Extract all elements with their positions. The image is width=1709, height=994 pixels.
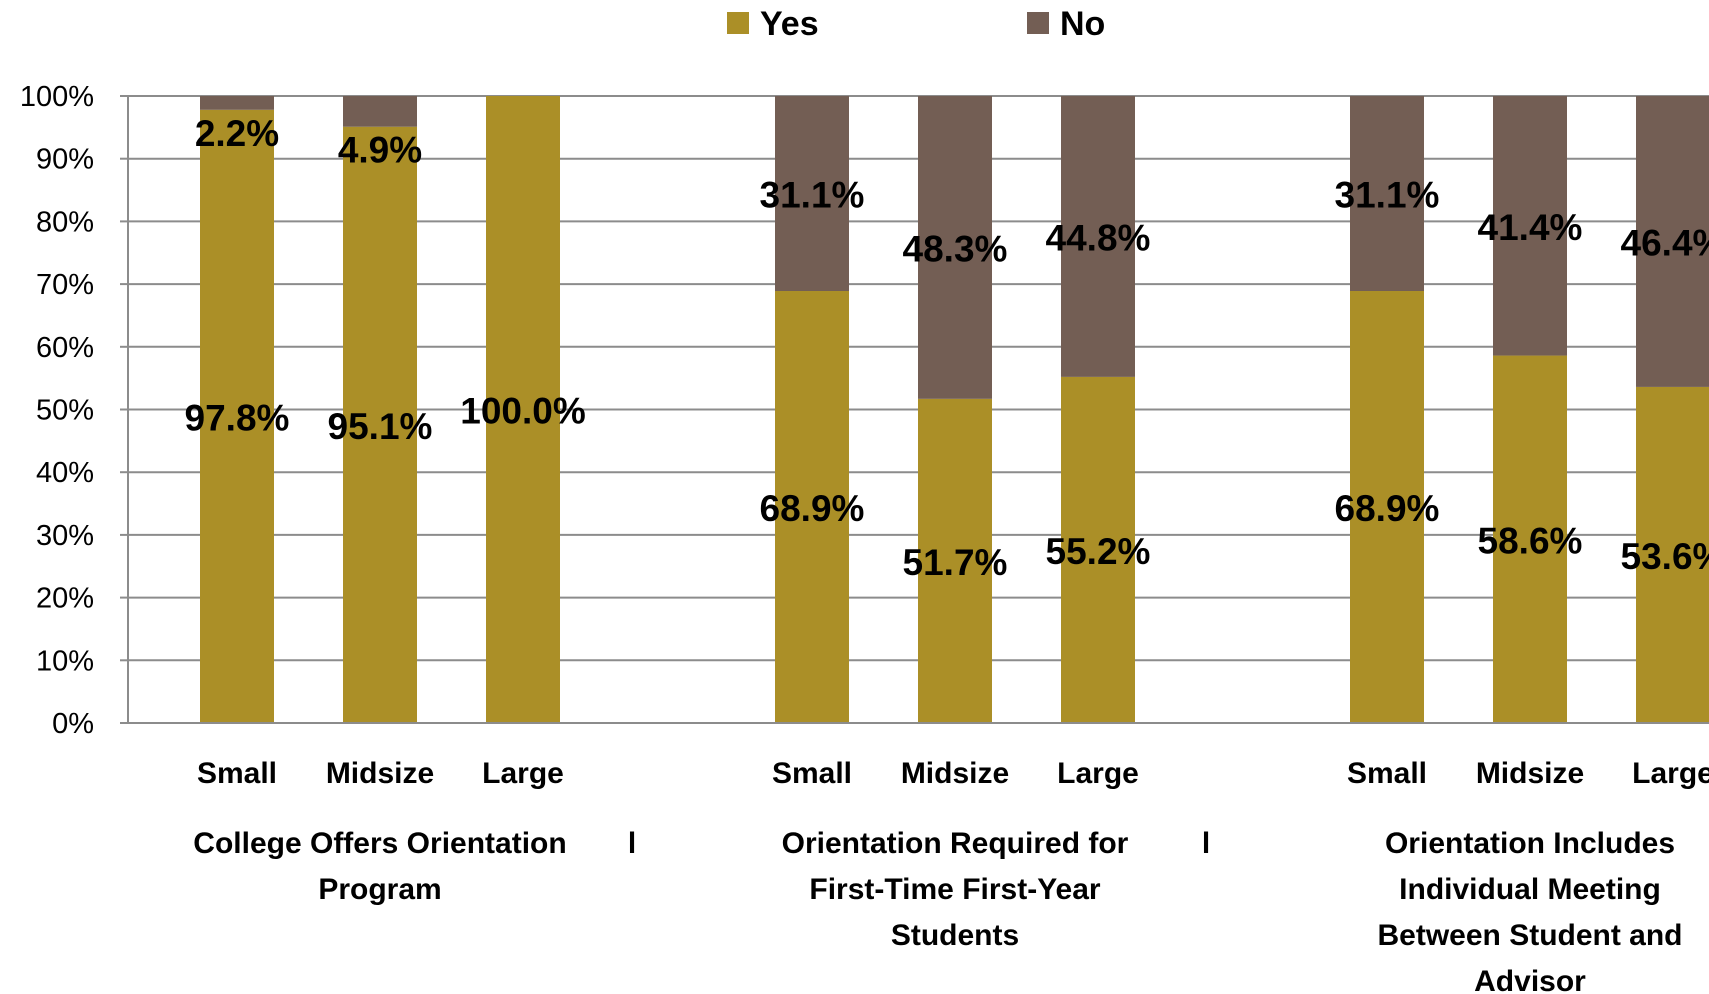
axes: 0% 10% 20% 30% 40% 50% 60% 70% 80% 90% 100% bbox=[20, 81, 1709, 740]
bar-no bbox=[918, 96, 992, 399]
group-label-line: Advisor bbox=[1474, 965, 1586, 994]
y-tick-label: 90% bbox=[36, 144, 94, 176]
data-label-no: 31.1% bbox=[1335, 174, 1440, 215]
data-label-yes: 55.2% bbox=[1046, 531, 1151, 572]
data-label-yes: 100.0% bbox=[460, 391, 586, 432]
x-category-label: Large bbox=[1632, 757, 1709, 790]
data-label-yes: 58.6% bbox=[1478, 520, 1583, 561]
bar-yes bbox=[1636, 386, 1709, 723]
x-category-label: Large bbox=[482, 757, 564, 790]
group-label-line: Between Student and bbox=[1377, 919, 1682, 952]
x-category-label: Small bbox=[197, 757, 277, 790]
y-tick-label: 0% bbox=[52, 708, 94, 740]
bar-no bbox=[343, 96, 417, 127]
x-category-label: Midsize bbox=[326, 757, 434, 790]
legend-swatch-no bbox=[1027, 12, 1049, 34]
bar-yes bbox=[775, 290, 849, 723]
group-label-line: Individual Meeting bbox=[1399, 873, 1661, 906]
labels: Small 97.8% 2.2% Midsize 95.1% 4.9% Large 100.0… bbox=[185, 113, 1709, 994]
data-label-yes: 95.1% bbox=[328, 406, 433, 447]
y-tick-label: 50% bbox=[36, 395, 94, 427]
y-tick-label: 30% bbox=[36, 520, 94, 552]
legend: Yes No bbox=[727, 5, 1105, 43]
group-separator: l bbox=[1202, 827, 1210, 860]
bar-yes bbox=[200, 109, 274, 723]
data-label-no: 44.8% bbox=[1046, 217, 1151, 258]
y-tick-label: 10% bbox=[36, 645, 94, 677]
y-tick-label: 20% bbox=[36, 583, 94, 615]
bar-no bbox=[1493, 96, 1567, 356]
bar-yes bbox=[918, 398, 992, 723]
bar-yes bbox=[1061, 376, 1135, 723]
x-category-label: Small bbox=[1347, 757, 1427, 790]
data-label-no: 46.4% bbox=[1621, 222, 1709, 263]
data-label-no: 31.1% bbox=[760, 174, 865, 215]
data-label-no: 48.3% bbox=[903, 228, 1008, 269]
bar-no bbox=[1350, 96, 1424, 291]
data-label-yes: 68.9% bbox=[1335, 488, 1440, 529]
group-label: College Offers Orientation Program bbox=[193, 827, 566, 906]
legend-label-yes: Yes bbox=[760, 5, 819, 43]
y-tick-label: 100% bbox=[20, 81, 94, 113]
legend-label-no: No bbox=[1060, 5, 1105, 43]
group-label: Orientation Includes Individual Meeting Be… bbox=[1377, 827, 1682, 994]
bar-no bbox=[775, 96, 849, 291]
group-label-line: College Offers Orientation bbox=[193, 827, 566, 860]
x-category-label: Large bbox=[1057, 757, 1139, 790]
group-separator: l bbox=[628, 827, 636, 860]
legend-swatch-yes bbox=[727, 12, 749, 34]
bar-yes bbox=[1350, 290, 1424, 723]
group-label-line: First-Time First-Year bbox=[809, 873, 1101, 906]
data-label-no: 2.2% bbox=[195, 113, 279, 154]
x-category-label: Midsize bbox=[1476, 757, 1584, 790]
group-label-line: Program bbox=[318, 873, 441, 906]
bar-no bbox=[1636, 96, 1709, 387]
data-label-yes: 68.9% bbox=[760, 488, 865, 529]
bar-no bbox=[1061, 96, 1135, 377]
group-label: Orientation Required for First-Time First… bbox=[782, 827, 1129, 952]
data-label-no: 4.9% bbox=[338, 130, 422, 171]
data-label-yes: 97.8% bbox=[185, 397, 290, 438]
y-tick-label: 40% bbox=[36, 457, 94, 489]
bar-yes bbox=[486, 96, 560, 723]
group-label-line: Orientation Required for bbox=[782, 827, 1129, 860]
y-tick-label: 60% bbox=[36, 332, 94, 364]
bar-yes bbox=[343, 126, 417, 723]
y-tick-label: 70% bbox=[36, 269, 94, 301]
y-tick-label: 80% bbox=[36, 206, 94, 238]
data-label-yes: 51.7% bbox=[903, 542, 1008, 583]
bars bbox=[200, 96, 1709, 723]
group-label-line: Orientation Includes bbox=[1385, 827, 1675, 860]
data-label-yes: 53.6% bbox=[1621, 536, 1709, 577]
bar-no bbox=[200, 96, 274, 110]
bar-yes bbox=[1493, 355, 1567, 723]
data-label-no: 41.4% bbox=[1478, 207, 1583, 248]
x-category-label: Midsize bbox=[901, 757, 1009, 790]
group-label-line: Students bbox=[891, 919, 1019, 952]
x-category-label: Small bbox=[772, 757, 852, 790]
